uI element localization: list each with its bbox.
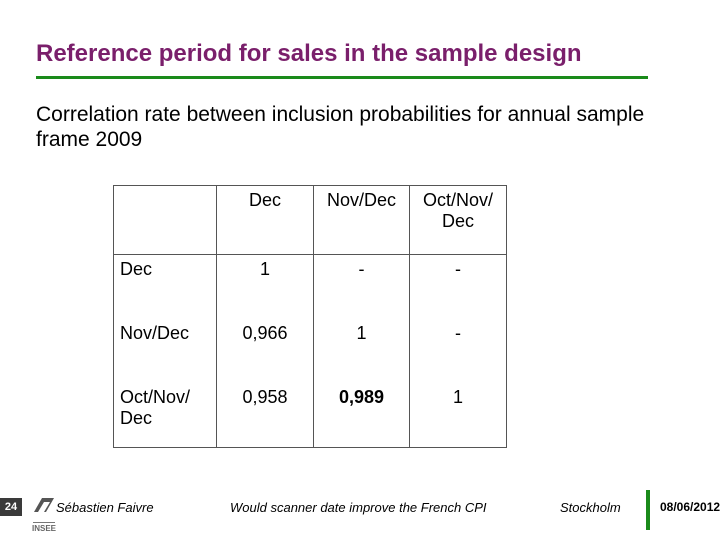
table-cell: 1: [313, 319, 410, 383]
table-row: Oct/Nov/ Dec 0,958 0,989 1: [113, 383, 507, 448]
slide-subtitle: Correlation rate between inclusion proba…: [36, 103, 645, 151]
row-header-dec: Dec: [113, 254, 217, 319]
insee-logo-icon: INSEE: [32, 494, 56, 536]
correlation-table-container: Dec Nov/Dec Oct/Nov/ Dec Dec 1 - - Nov/D…: [113, 185, 507, 448]
page-number: 24: [0, 498, 22, 516]
table-row: Dec 1 - -: [113, 254, 507, 319]
column-header-label: Nov/Dec: [326, 190, 397, 210]
row-header-label: Nov/Dec: [120, 323, 190, 343]
table-cell: 0,958: [216, 383, 314, 448]
table-cell: -: [409, 254, 507, 319]
table-cell: 1: [409, 383, 507, 448]
correlation-table: Dec Nov/Dec Oct/Nov/ Dec Dec 1 - - Nov/D…: [113, 185, 507, 448]
slide-title: Reference period for sales in the sample…: [36, 40, 582, 67]
footer-location: Stockholm: [560, 500, 621, 515]
footer-talk-title: Would scanner date improve the French CP…: [230, 500, 487, 515]
column-header-label: Oct/Nov/ Dec: [422, 190, 493, 231]
row-header-label: Dec: [120, 259, 153, 279]
table-row: Nov/Dec 0,966 1 -: [113, 319, 507, 383]
slide-footer: 24 INSEE Sébastien Faivre Would scanner …: [0, 490, 720, 540]
table-corner-cell: [113, 185, 217, 255]
footer-author: Sébastien Faivre: [56, 500, 154, 515]
row-header-oct-nov-dec: Oct/Nov/ Dec: [113, 383, 217, 448]
table-cell: -: [409, 319, 507, 383]
table-cell: 0,966: [216, 319, 314, 383]
insee-logo-text: INSEE: [32, 524, 57, 533]
column-header-dec: Dec: [216, 185, 314, 255]
table-cell: -: [313, 254, 410, 319]
table-header-row: Dec Nov/Dec Oct/Nov/ Dec: [113, 185, 507, 255]
table-cell: 1: [216, 254, 314, 319]
title-underline: [36, 76, 648, 79]
column-header-nov-dec: Nov/Dec: [313, 185, 410, 255]
footer-divider: [646, 490, 650, 530]
row-header-label: Oct/Nov/ Dec: [120, 387, 191, 428]
column-header-label: Dec: [248, 190, 281, 210]
column-header-oct-nov-dec: Oct/Nov/ Dec: [409, 185, 507, 255]
insee-logo-graphic: [33, 498, 55, 523]
table-cell-highlighted: 0,989: [313, 383, 410, 448]
row-header-nov-dec: Nov/Dec: [113, 319, 217, 383]
footer-date: 08/06/2012: [660, 500, 720, 514]
